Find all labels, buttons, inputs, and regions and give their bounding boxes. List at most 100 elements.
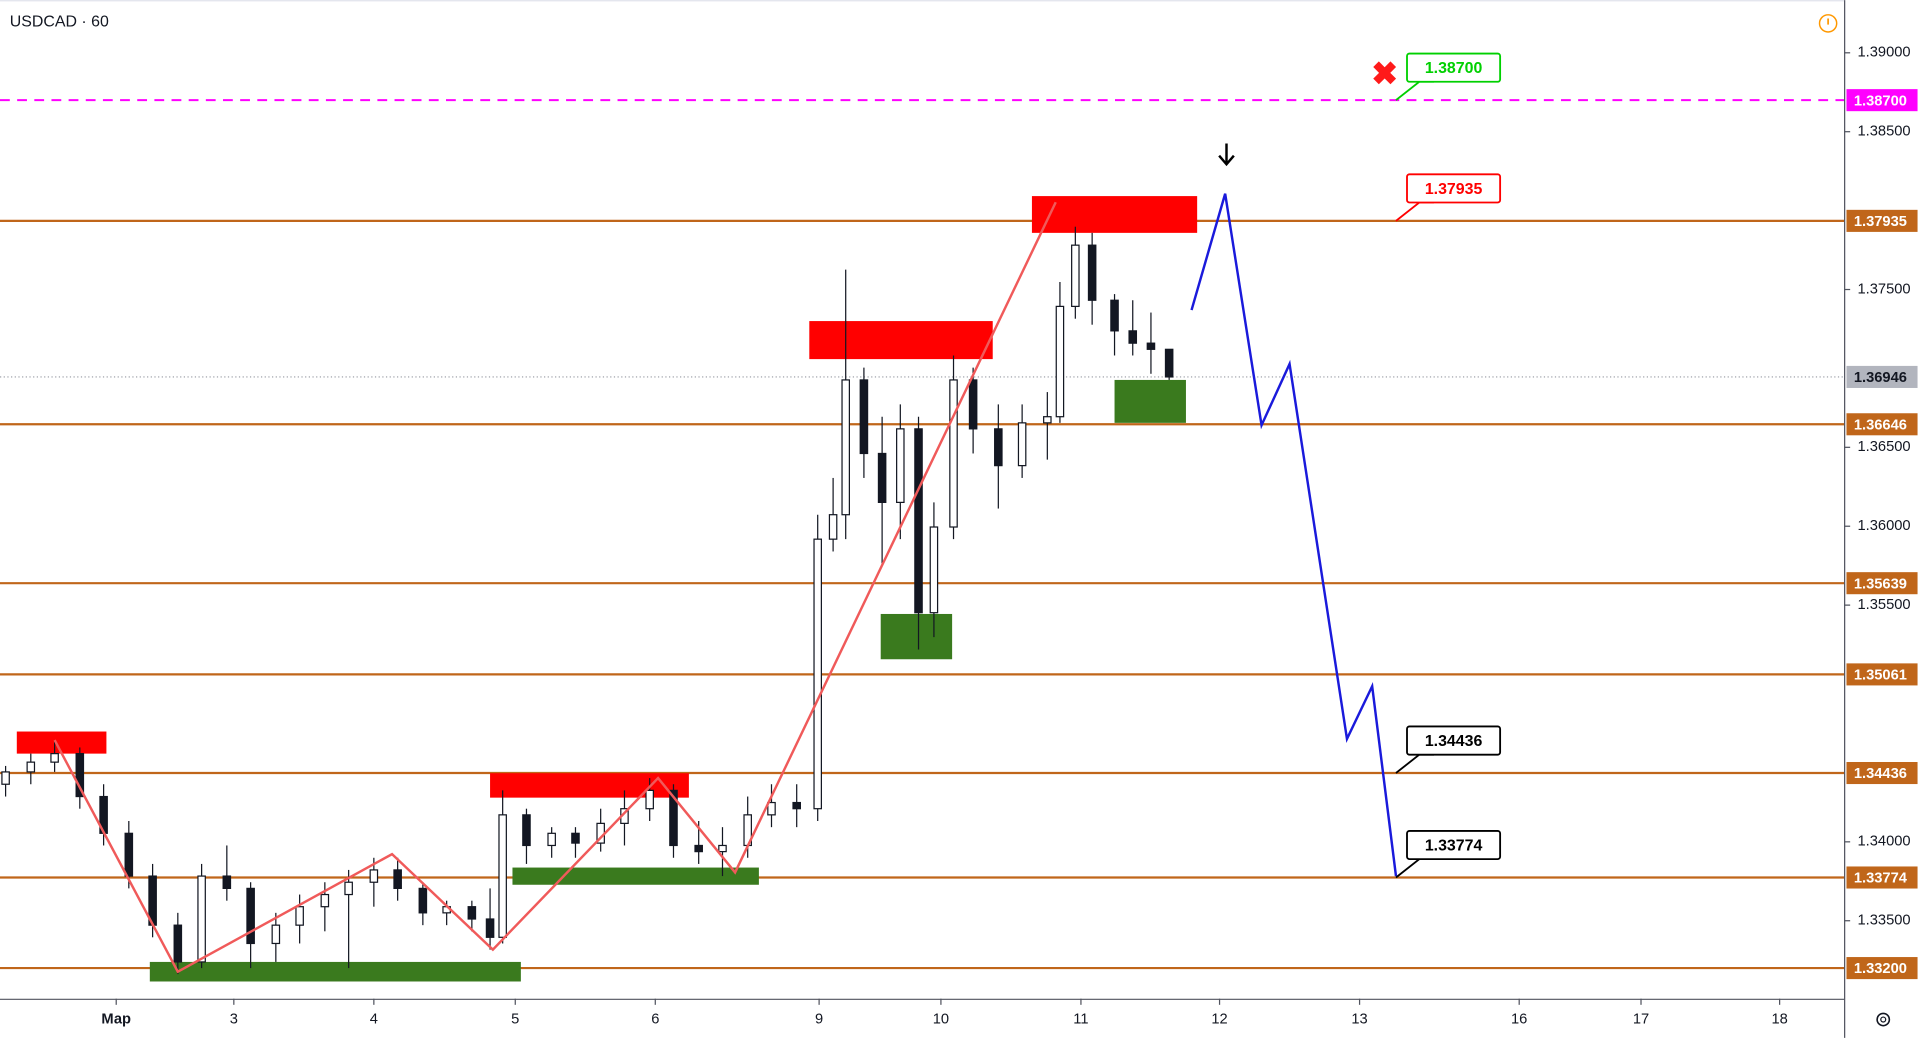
level-price-label: 1.38700	[1854, 93, 1907, 109]
candle-body	[859, 379, 869, 455]
candle-body	[949, 379, 958, 528]
down-arrow	[1218, 143, 1235, 167]
candle-body	[896, 428, 905, 504]
candle-body	[271, 924, 281, 945]
zone	[809, 321, 993, 360]
candle-body	[767, 801, 776, 816]
candle-body	[841, 379, 850, 516]
y-tick-label: 1.35500	[1858, 597, 1911, 613]
candle-body	[1128, 330, 1138, 344]
level-price-label: 1.34436	[1854, 766, 1907, 782]
candle-body	[1087, 244, 1097, 301]
chart-title: USDCAD · 60	[10, 13, 109, 30]
candle-body	[877, 452, 887, 504]
callout-box	[1406, 52, 1502, 83]
zone	[149, 961, 521, 982]
x-tick-label: 9	[815, 1011, 823, 1027]
level-price-box	[1846, 762, 1918, 785]
candle-body	[1043, 416, 1052, 424]
candle-body	[75, 753, 85, 798]
y-tick-label: 1.34000	[1858, 834, 1911, 850]
x-tick-label: 4	[370, 1011, 378, 1027]
settings-icon[interactable]	[1876, 1012, 1891, 1027]
candle-body	[914, 428, 923, 614]
x-tick-label: Мар	[101, 1011, 131, 1027]
level-price-box	[1846, 663, 1918, 686]
level-price-box	[1846, 866, 1918, 889]
level-price-box	[1846, 572, 1918, 595]
zone	[16, 731, 107, 754]
candle-body	[418, 887, 428, 914]
zone	[1031, 196, 1198, 233]
candle-body	[344, 881, 353, 896]
candle-body	[1164, 348, 1174, 378]
level-price-box	[1846, 209, 1918, 232]
settings-gear[interactable]	[1876, 1012, 1891, 1027]
candle-body	[393, 869, 402, 889]
zone	[880, 613, 953, 660]
x-tick-label: 6	[651, 1011, 659, 1027]
last-price-label: 1.36946	[1854, 370, 1907, 386]
zone	[512, 867, 759, 885]
candle-body	[813, 538, 822, 810]
level-price-label: 1.36646	[1854, 417, 1907, 433]
candle-body	[522, 814, 531, 847]
callout-label: 1.33774	[1425, 837, 1483, 854]
y-tick-label: 1.38500	[1858, 124, 1911, 140]
candle-body	[485, 918, 495, 938]
x-tick-label: 10	[933, 1011, 949, 1027]
zone	[1114, 379, 1186, 423]
candle-body	[645, 789, 654, 810]
level-price-box	[1846, 89, 1918, 112]
candle-body	[1017, 422, 1027, 467]
candle-body	[792, 801, 801, 810]
callout-box	[1406, 830, 1502, 861]
candle-body	[828, 514, 838, 540]
candle-body	[50, 753, 59, 763]
candle-body	[669, 789, 678, 847]
candle-body	[547, 832, 556, 847]
level-price-label: 1.37935	[1854, 214, 1907, 230]
level-price-box	[1846, 413, 1918, 436]
candle-body	[467, 906, 477, 920]
y-tick-label: 1.33500	[1858, 913, 1911, 929]
x-tick-label: 18	[1771, 1011, 1787, 1027]
x-tick-label: 16	[1511, 1011, 1527, 1027]
candle-body	[498, 814, 507, 938]
candle-body	[694, 844, 703, 853]
plot-layer: 1.39000 1.38500 1.37500 1.36500 1.36000 1.355…	[0, 45, 1911, 1027]
warning-icon[interactable]	[1818, 14, 1838, 33]
candle-body	[1055, 305, 1065, 418]
level-price-label: 1.35061	[1854, 668, 1907, 684]
candle-body	[173, 924, 183, 963]
callout-box	[1406, 725, 1502, 756]
candle-body	[124, 832, 134, 877]
callout-label: 1.38700	[1425, 60, 1483, 77]
candle-body	[1146, 342, 1156, 350]
x-tick-label: 13	[1351, 1011, 1367, 1027]
candle-body	[718, 844, 727, 853]
candle-body	[197, 875, 206, 963]
candle-body	[929, 526, 939, 614]
candle-body	[1110, 299, 1119, 332]
zone	[490, 773, 689, 798]
y-tick-label: 1.36500	[1858, 439, 1911, 455]
level-price-label: 1.33774	[1854, 871, 1908, 887]
level-price-label: 1.35639	[1854, 576, 1907, 592]
candle-body	[222, 875, 232, 889]
settings-gear-hub	[1880, 1016, 1887, 1023]
candle-body	[994, 428, 1003, 467]
candle-body	[320, 893, 330, 908]
x-tick-label: 17	[1633, 1011, 1649, 1027]
candle-body	[26, 761, 36, 773]
cross-marker: ✖	[1371, 55, 1398, 91]
candle-body	[369, 869, 379, 883]
y-tick-label: 1.39000	[1858, 45, 1911, 61]
y-tick-label: 1.37500	[1858, 281, 1911, 297]
candle-body	[246, 887, 255, 945]
x-tick-label: 12	[1211, 1011, 1227, 1027]
